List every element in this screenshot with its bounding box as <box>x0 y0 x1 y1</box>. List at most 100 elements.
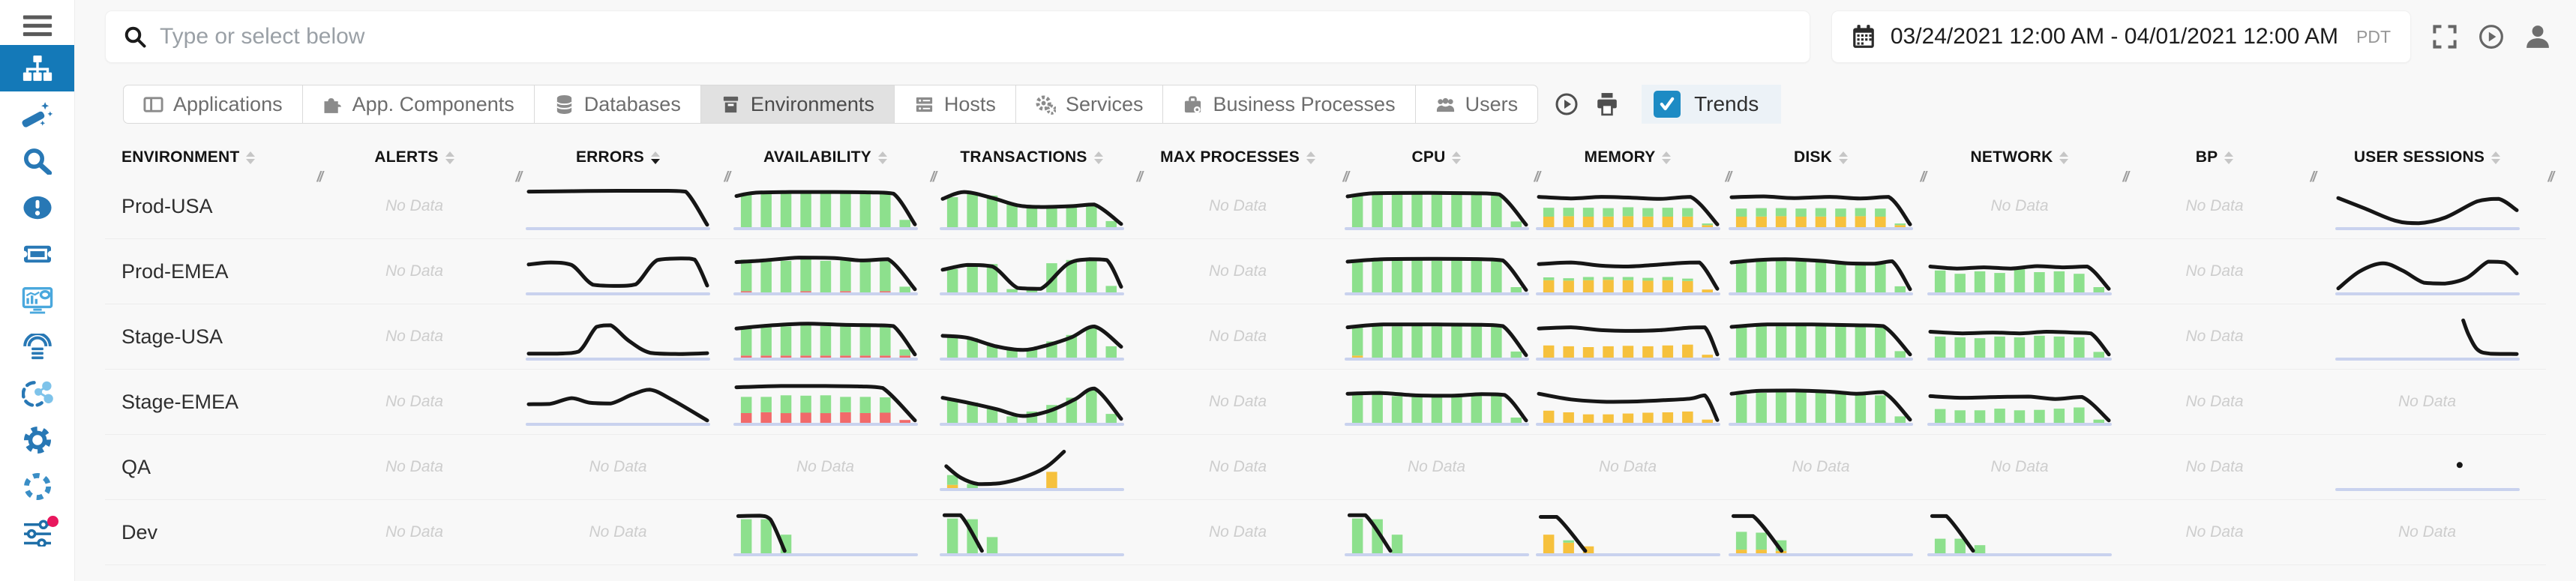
column-resize-handle[interactable]: // <box>316 169 322 185</box>
column-header-transactions[interactable]: TRANSACTIONS // <box>928 141 1143 185</box>
sidebar-item-dashboards[interactable] <box>0 277 74 324</box>
column-header-disk[interactable]: DISK // <box>1723 141 1927 185</box>
cell-transactions[interactable] <box>928 247 1135 296</box>
sidebar-item-topology[interactable] <box>0 45 74 91</box>
cell-transactions[interactable] <box>928 377 1135 427</box>
cell-memory[interactable] <box>1532 508 1723 557</box>
cell-availability[interactable] <box>722 312 928 361</box>
environment-name[interactable]: Prod-USA <box>121 194 213 217</box>
cell-network[interactable] <box>1918 508 2121 557</box>
cell-availability[interactable] <box>722 377 928 427</box>
cell-disk[interactable] <box>1723 247 1918 296</box>
cell-memory[interactable] <box>1532 312 1723 361</box>
cell-errors[interactable] <box>514 247 722 296</box>
cell-user_sessions[interactable] <box>2308 442 2546 492</box>
cell-network[interactable] <box>1918 377 2121 427</box>
cell-memory[interactable] <box>1532 181 1723 231</box>
column-header-cpu[interactable]: CPU // <box>1341 141 1540 185</box>
cell-cpu[interactable] <box>1341 181 1532 231</box>
cell-errors[interactable] <box>514 377 722 427</box>
cell-transactions[interactable] <box>928 181 1135 231</box>
column-header-environment[interactable]: ENVIRONMENT // <box>105 141 323 185</box>
sidebar-item-integrations[interactable] <box>0 370 74 417</box>
search-input[interactable] <box>160 24 1792 49</box>
trends-checkbox-checked[interactable] <box>1654 91 1681 118</box>
cell-errors[interactable] <box>514 312 722 361</box>
sidebar-item-search[interactable] <box>0 138 74 184</box>
column-header-errors[interactable]: ERRORS // <box>514 141 730 185</box>
cell-availability[interactable] <box>722 508 928 557</box>
tab-databases[interactable]: Databases <box>534 85 701 124</box>
cell-transactions[interactable] <box>928 442 1135 492</box>
tab-services[interactable]: Services <box>1015 85 1164 124</box>
column-header-network[interactable]: NETWORK // <box>1918 141 2129 185</box>
column-header-user-sessions[interactable]: USER SESSIONS // <box>2308 141 2554 185</box>
cell-transactions[interactable] <box>928 508 1135 557</box>
cell-cpu[interactable] <box>1341 508 1532 557</box>
cell-availability[interactable] <box>722 247 928 296</box>
sidebar-item-magic-wand[interactable] <box>0 91 74 138</box>
tab-applications[interactable]: Applications <box>123 85 303 124</box>
fullscreen-button[interactable] <box>2432 24 2458 49</box>
sidebar-item-alerts[interactable] <box>0 184 74 231</box>
sidebar-item-tickets[interactable] <box>0 231 74 277</box>
column-resize-handle[interactable]: // <box>1136 169 1142 185</box>
cell-cpu[interactable] <box>1341 377 1532 427</box>
date-range-picker[interactable]: 03/24/2021 12:00 AM - 04/01/2021 12:00 A… <box>1831 10 2411 63</box>
cell-memory[interactable] <box>1532 377 1723 427</box>
environment-name[interactable]: Stage-EMEA <box>121 390 239 413</box>
sidebar-item-services-ring[interactable] <box>0 463 74 510</box>
environment-name[interactable]: Stage-USA <box>121 325 223 348</box>
column-header-alerts[interactable]: ALERTS // <box>315 141 521 185</box>
cell-disk[interactable] <box>1723 181 1918 231</box>
column-header-memory[interactable]: MEMORY // <box>1532 141 1732 185</box>
column-resize-handle[interactable]: // <box>1342 169 1348 185</box>
cell-user_sessions[interactable] <box>2308 247 2546 296</box>
column-resize-handle[interactable]: // <box>1725 169 1731 185</box>
column-resize-handle[interactable]: // <box>2122 169 2128 185</box>
sidebar-item-menu[interactable] <box>0 6 74 45</box>
cell-disk[interactable] <box>1723 508 1918 557</box>
cell-user_sessions[interactable] <box>2308 181 2546 231</box>
column-resize-handle[interactable]: // <box>930 169 936 185</box>
cell-errors[interactable] <box>514 181 722 231</box>
cell-network[interactable] <box>1918 247 2121 296</box>
trends-toggle[interactable]: Trends <box>1642 85 1782 124</box>
cell-max_processes: No Data <box>1135 197 1341 215</box>
cell-user_sessions[interactable] <box>2308 312 2546 361</box>
user-avatar[interactable] <box>2525 24 2551 49</box>
tab-business-processes[interactable]: Business Processes <box>1163 85 1416 124</box>
print-icon[interactable] <box>1595 92 1619 116</box>
tab-environments[interactable]: Environments <box>700 85 895 124</box>
cell-disk[interactable] <box>1723 377 1918 427</box>
column-resize-handle[interactable]: // <box>2310 169 2316 185</box>
sidebar-item-wireless[interactable] <box>0 324 74 370</box>
environment-name[interactable]: Dev <box>121 520 158 544</box>
tab-app-components[interactable]: App. Components <box>302 85 535 124</box>
column-resize-handle[interactable]: // <box>1920 169 1926 185</box>
column-header-max-processes[interactable]: MAX PROCESSES // <box>1135 141 1349 185</box>
column-resize-handle[interactable]: // <box>1534 169 1540 185</box>
sidebar-item-settings[interactable] <box>0 417 74 463</box>
environment-name[interactable]: Prod-EMEA <box>121 259 229 283</box>
column-resize-handle[interactable]: // <box>2548 169 2554 185</box>
sidebar-item-preferences[interactable] <box>0 510 74 556</box>
cell-cpu[interactable] <box>1341 312 1532 361</box>
cell-disk[interactable] <box>1723 312 1918 361</box>
column-resize-handle[interactable]: // <box>515 169 521 185</box>
play-button[interactable] <box>2479 24 2504 49</box>
user_sessions-sparkline <box>2335 462 2520 491</box>
tab-users[interactable]: Users <box>1415 85 1539 124</box>
cell-availability[interactable] <box>722 181 928 231</box>
replay-button[interactable] <box>1555 92 1579 116</box>
column-resize-handle[interactable]: // <box>724 169 730 185</box>
environment-name[interactable]: QA <box>121 455 151 478</box>
column-header-availability[interactable]: AVAILABILITY // <box>722 141 937 185</box>
cell-memory[interactable] <box>1532 247 1723 296</box>
tab-hosts[interactable]: Hosts <box>894 85 1016 124</box>
cell-transactions[interactable] <box>928 312 1135 361</box>
column-header-bp[interactable]: BP // <box>2121 141 2317 185</box>
cell-network[interactable] <box>1918 312 2121 361</box>
cell-cpu[interactable] <box>1341 247 1532 296</box>
no-data-label: No Data <box>385 393 444 410</box>
